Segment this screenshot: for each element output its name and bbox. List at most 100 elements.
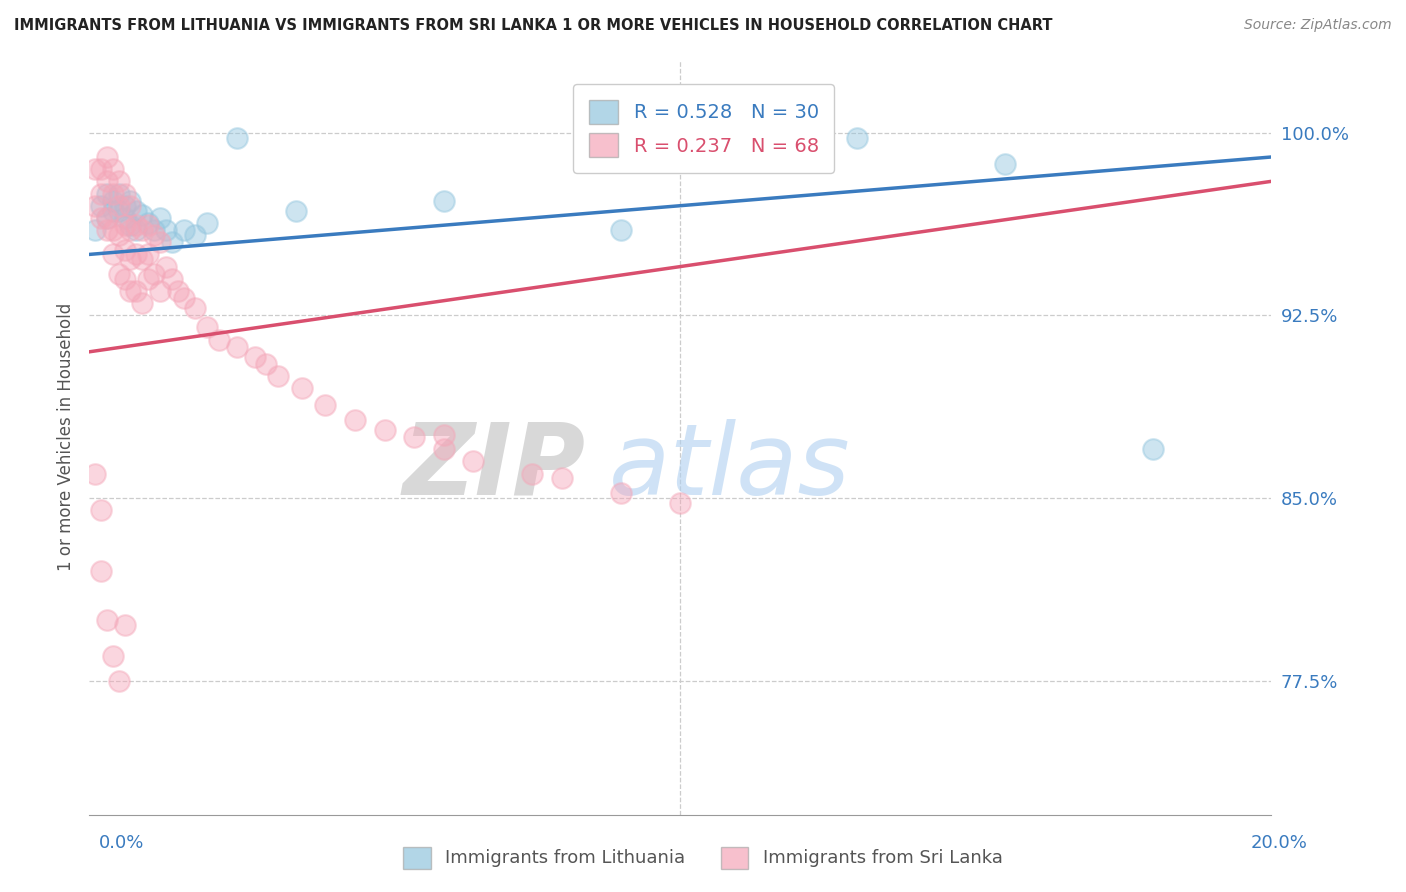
Point xyxy=(101,162,124,177)
Point xyxy=(136,247,159,261)
Text: ZIP: ZIP xyxy=(402,418,585,516)
Point xyxy=(96,613,118,627)
Point xyxy=(208,333,231,347)
Point xyxy=(131,209,153,223)
Point xyxy=(284,203,307,218)
Point xyxy=(101,186,124,201)
Point xyxy=(669,496,692,510)
Y-axis label: 1 or more Vehicles in Household: 1 or more Vehicles in Household xyxy=(58,303,75,571)
Point xyxy=(90,211,112,225)
Point xyxy=(96,150,118,164)
Point xyxy=(114,218,136,232)
Point xyxy=(107,203,129,218)
Point xyxy=(433,442,456,457)
Point xyxy=(120,194,142,208)
Point xyxy=(195,216,218,230)
Point xyxy=(96,186,118,201)
Point xyxy=(114,243,136,257)
Point xyxy=(160,272,183,286)
Legend: Immigrants from Lithuania, Immigrants from Sri Lanka: Immigrants from Lithuania, Immigrants fr… xyxy=(389,832,1017,883)
Point xyxy=(166,284,188,298)
Point xyxy=(96,223,118,237)
Point xyxy=(96,211,118,225)
Point xyxy=(149,284,172,298)
Point xyxy=(243,350,266,364)
Point xyxy=(160,235,183,250)
Point xyxy=(374,423,396,437)
Point xyxy=(344,413,367,427)
Point xyxy=(90,503,112,517)
Point xyxy=(125,223,148,237)
Point xyxy=(143,223,166,237)
Point xyxy=(125,284,148,298)
Point xyxy=(173,223,195,237)
Point xyxy=(149,211,172,225)
Point xyxy=(107,673,129,688)
Point xyxy=(155,223,177,237)
Point xyxy=(267,369,290,384)
Point xyxy=(84,467,107,481)
Point xyxy=(184,301,207,315)
Point xyxy=(90,199,112,213)
Legend: R = 0.528   N = 30, R = 0.237   N = 68: R = 0.528 N = 30, R = 0.237 N = 68 xyxy=(574,85,834,173)
Point xyxy=(96,211,118,225)
Point xyxy=(136,216,159,230)
Point xyxy=(114,186,136,201)
Point xyxy=(225,340,247,354)
Point xyxy=(120,284,142,298)
Point xyxy=(610,486,633,500)
Point xyxy=(125,203,148,218)
Point xyxy=(254,357,277,371)
Point xyxy=(120,223,142,237)
Point xyxy=(90,162,112,177)
Point xyxy=(114,617,136,632)
Point xyxy=(107,186,129,201)
Point xyxy=(131,252,153,267)
Point xyxy=(107,199,129,213)
Point xyxy=(107,174,129,188)
Point xyxy=(101,194,124,208)
Point xyxy=(114,272,136,286)
Point xyxy=(1142,442,1164,457)
Point xyxy=(433,194,456,208)
Point xyxy=(143,267,166,281)
Point xyxy=(107,267,129,281)
Point xyxy=(143,227,166,242)
Point xyxy=(149,235,172,250)
Point xyxy=(195,320,218,334)
Point xyxy=(84,223,107,237)
Point xyxy=(120,218,142,232)
Point xyxy=(114,211,136,225)
Point xyxy=(314,399,336,413)
Point xyxy=(404,430,426,444)
Point xyxy=(90,564,112,578)
Point xyxy=(291,381,314,395)
Point xyxy=(610,223,633,237)
Point xyxy=(120,199,142,213)
Point xyxy=(522,467,544,481)
Point xyxy=(101,649,124,664)
Point xyxy=(90,186,112,201)
Point xyxy=(84,199,107,213)
Text: 0.0%: 0.0% xyxy=(98,834,143,852)
Point xyxy=(136,272,159,286)
Point xyxy=(155,260,177,274)
Point xyxy=(184,227,207,242)
Text: IMMIGRANTS FROM LITHUANIA VS IMMIGRANTS FROM SRI LANKA 1 OR MORE VEHICLES IN HOU: IMMIGRANTS FROM LITHUANIA VS IMMIGRANTS … xyxy=(14,18,1053,33)
Point xyxy=(101,203,124,218)
Point xyxy=(131,296,153,310)
Point xyxy=(101,223,124,237)
Text: atlas: atlas xyxy=(609,418,851,516)
Point xyxy=(173,291,195,305)
Text: 20.0%: 20.0% xyxy=(1251,834,1308,852)
Point xyxy=(114,199,136,213)
Point xyxy=(225,130,247,145)
Point xyxy=(125,247,148,261)
Point xyxy=(120,252,142,267)
Point xyxy=(551,471,574,485)
Point xyxy=(136,218,159,232)
Point xyxy=(84,162,107,177)
Point xyxy=(101,247,124,261)
Point xyxy=(96,174,118,188)
Point xyxy=(433,427,456,442)
